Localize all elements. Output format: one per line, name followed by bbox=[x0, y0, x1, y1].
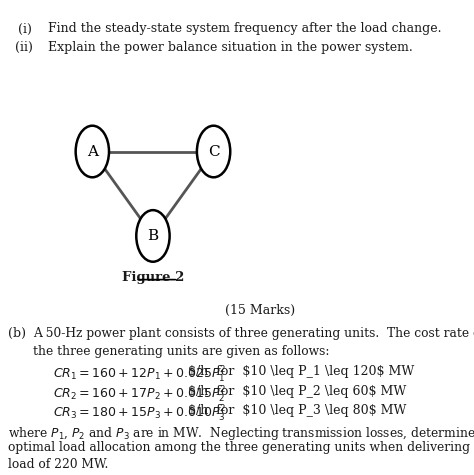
Text: $CR_1 = 160 + 12P_1 + 0.025P_1^2$: $CR_1 = 160 + 12P_1 + 0.025P_1^2$ bbox=[53, 365, 226, 385]
Circle shape bbox=[197, 126, 230, 177]
Text: Figure 2: Figure 2 bbox=[122, 271, 184, 284]
Text: A: A bbox=[87, 144, 98, 159]
Text: Explain the power balance situation in the power system.: Explain the power balance situation in t… bbox=[48, 41, 413, 54]
Text: A 50-Hz power plant consists of three generating units.  The cost rate curves of: A 50-Hz power plant consists of three ge… bbox=[33, 327, 474, 341]
Text: B: B bbox=[147, 229, 158, 243]
Circle shape bbox=[76, 126, 109, 177]
Circle shape bbox=[137, 210, 170, 262]
Text: (15 Marks): (15 Marks) bbox=[225, 304, 295, 317]
Text: load of 220 MW.: load of 220 MW. bbox=[8, 458, 109, 471]
Text: optimal load allocation among the three generating units when delivering a total: optimal load allocation among the three … bbox=[8, 441, 474, 455]
Text: the three generating units are given as follows:: the three generating units are given as … bbox=[33, 345, 330, 358]
Text: $/h  for  $10 \leq P_1 \leq 120$ MW: $/h for $10 \leq P_1 \leq 120$ MW bbox=[188, 365, 414, 378]
Text: (ii): (ii) bbox=[15, 41, 33, 54]
Text: $CR_3 = 180 + 15P_3 + 0.010P_3^2$: $CR_3 = 180 + 15P_3 + 0.010P_3^2$ bbox=[53, 404, 226, 425]
Text: Find the steady-state system frequency after the load change.: Find the steady-state system frequency a… bbox=[48, 22, 442, 36]
Text: $CR_2 = 160 + 17P_2 + 0.015P_2^2$: $CR_2 = 160 + 17P_2 + 0.015P_2^2$ bbox=[53, 385, 226, 405]
Text: $/h  for  $10 \leq P_3 \leq 80$ MW: $/h for $10 \leq P_3 \leq 80$ MW bbox=[188, 404, 406, 418]
Text: where $P_1$, $P_2$ and $P_3$ are in MW.  Neglecting transmission losses, determi: where $P_1$, $P_2$ and $P_3$ are in MW. … bbox=[8, 425, 474, 442]
Text: (b): (b) bbox=[8, 327, 26, 341]
Text: $/h  for  $10 \leq P_2 \leq 60$ MW: $/h for $10 \leq P_2 \leq 60$ MW bbox=[188, 385, 406, 398]
Text: (i): (i) bbox=[18, 22, 32, 36]
Text: C: C bbox=[208, 144, 219, 159]
